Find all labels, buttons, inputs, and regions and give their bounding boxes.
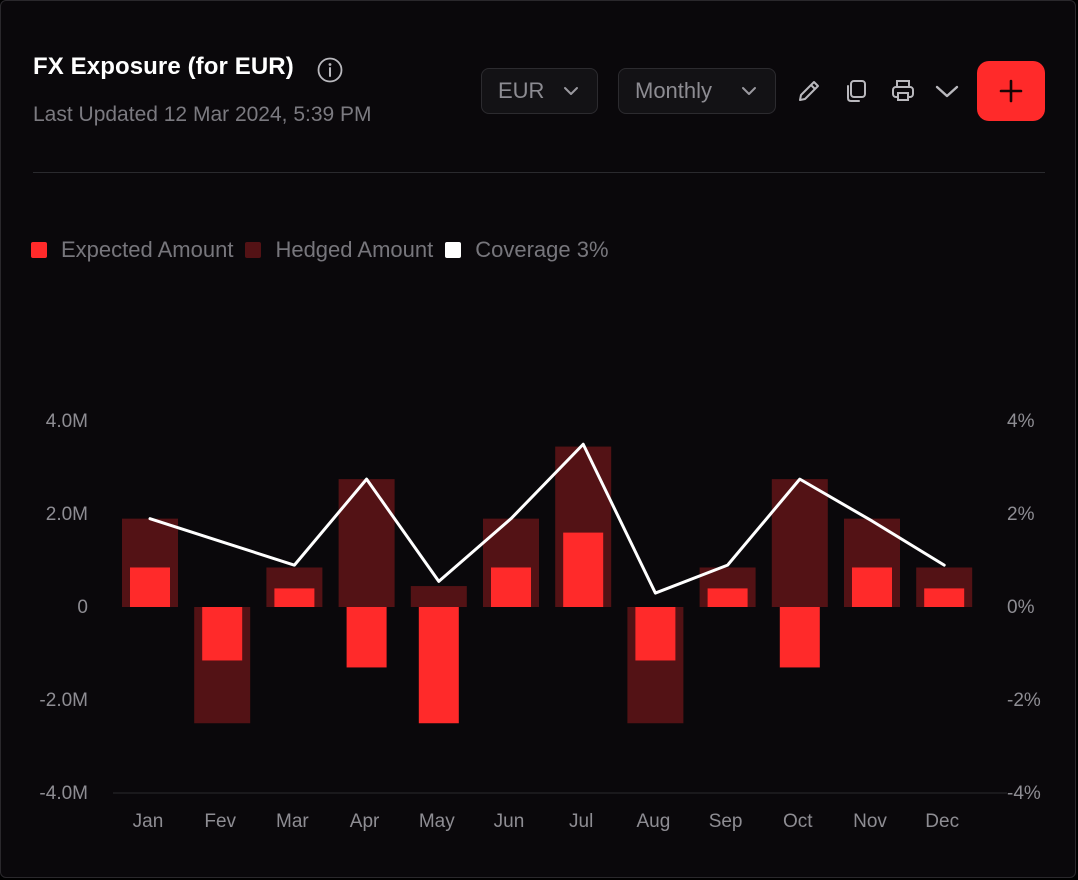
info-icon[interactable] xyxy=(317,57,343,83)
x-tick-label: May xyxy=(419,811,455,832)
printer-icon[interactable] xyxy=(889,77,917,105)
x-tick-label: Aug xyxy=(636,811,670,832)
chevron-down-icon xyxy=(564,87,578,95)
coverage-line xyxy=(148,442,946,595)
y-left-tick-label: -2.0M xyxy=(39,690,88,711)
legend-label-expected: Expected Amount xyxy=(61,237,234,262)
last-updated-text: Last Updated 12 Mar 2024, 5:39 PM xyxy=(33,103,372,126)
hedged-bar xyxy=(410,586,467,607)
chevron-down-icon xyxy=(742,87,756,95)
expected-bar xyxy=(635,607,676,661)
expected-bar xyxy=(274,588,315,607)
x-tick-label: Dec xyxy=(925,811,959,832)
legend-label-coverage: Coverage 3% xyxy=(475,237,609,262)
x-tick-label: Oct xyxy=(783,811,813,832)
y-right-tick-label: 0% xyxy=(1007,597,1035,618)
copy-icon[interactable] xyxy=(842,77,870,105)
legend-swatch-hedged xyxy=(245,242,262,258)
add-button[interactable] xyxy=(977,61,1045,121)
legend-label-hedged: Hedged Amount xyxy=(275,237,434,262)
x-tick-label: Apr xyxy=(350,811,380,832)
expected-bar xyxy=(346,607,387,668)
expected-bar xyxy=(491,567,531,607)
chart-legend: Expected Amount Hedged Amount Coverage 3… xyxy=(31,237,621,263)
plus-icon xyxy=(999,79,1023,103)
x-tick-label: Jun xyxy=(494,811,525,832)
x-tick-label: Sep xyxy=(709,811,743,832)
x-tick-label: Nov xyxy=(853,811,887,832)
x-tick-label: Jul xyxy=(569,811,593,832)
y-left-tick-label: 2.0M xyxy=(46,504,88,525)
legend-item-hedged[interactable]: Hedged Amount xyxy=(245,237,433,263)
y-right-tick-label: -2% xyxy=(1007,690,1041,711)
y-left-tick-label: 0 xyxy=(77,597,88,618)
legend-item-coverage[interactable]: Coverage 3% xyxy=(445,237,609,263)
expected-bar xyxy=(563,532,604,607)
expected-bar xyxy=(707,588,748,607)
expected-bar xyxy=(924,588,965,607)
expected-bar xyxy=(202,607,243,661)
pencil-icon[interactable] xyxy=(795,77,823,105)
chevron-down-icon[interactable] xyxy=(933,77,961,105)
period-dropdown[interactable]: Monthly xyxy=(618,68,776,114)
expected-bar xyxy=(779,607,820,668)
expected-bar xyxy=(418,607,459,724)
legend-swatch-coverage xyxy=(445,242,462,258)
y-right-tick-label: 2% xyxy=(1007,504,1035,525)
currency-dropdown[interactable]: EUR xyxy=(481,68,598,114)
x-tick-label: Mar xyxy=(276,811,309,832)
expected-bar xyxy=(130,567,170,607)
y-left-tick-label: 4.0M xyxy=(46,411,88,432)
y-right-tick-label: 4% xyxy=(1007,411,1035,432)
legend-swatch-expected xyxy=(31,242,47,258)
x-tick-label: Fev xyxy=(204,811,236,832)
header-divider xyxy=(33,172,1045,173)
legend-item-expected[interactable]: Expected Amount xyxy=(31,237,233,263)
y-right-tick-label: -4% xyxy=(1007,783,1041,804)
hedged-bar xyxy=(338,479,395,607)
currency-value: EUR xyxy=(498,78,545,103)
hedged-bar xyxy=(771,479,828,607)
expected-bar xyxy=(852,567,892,607)
x-tick-label: Jan xyxy=(133,811,164,832)
period-value: Monthly xyxy=(635,78,713,103)
card-title: FX Exposure (for EUR) xyxy=(33,53,294,80)
y-left-tick-label: -4.0M xyxy=(39,783,88,804)
